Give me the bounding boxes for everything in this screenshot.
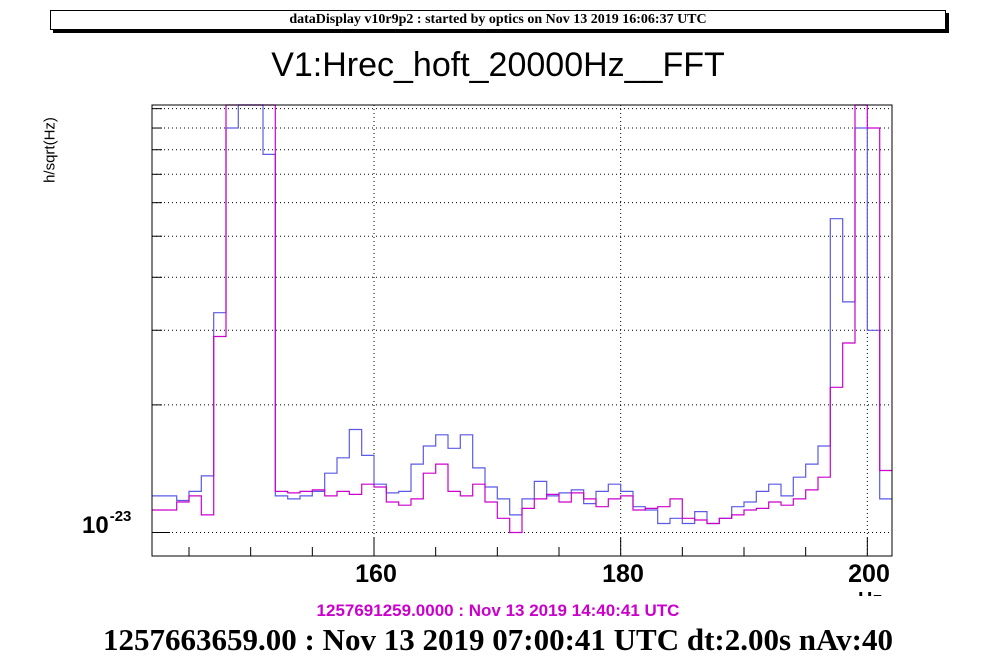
y-tick-label: 10-23 [82,508,131,540]
chart-title: V1:Hrec_hoft_20000Hz__FFT [271,46,725,84]
x-tick-label-180: 180 [602,560,644,588]
y-tick-base: 10 [82,512,109,539]
header-box [50,10,946,30]
axis-ticks [152,108,868,556]
y-tick-exponent: -23 [109,508,132,525]
plot-frame [151,104,893,557]
series-line-2 [152,104,892,534]
grid-lines [152,105,892,556]
x-tick-label-200: 200 [848,560,890,588]
footer-info: 1257663659.00 : Nov 13 2019 07:00:41 UTC… [103,622,893,657]
reference-time: 1257691259.0000 : Nov 13 2019 14:40:41 U… [316,601,680,620]
series-lines [152,104,892,534]
series-line-1 [152,104,892,525]
x-axis-label: Hz [858,588,892,596]
x-tick-label-160: 160 [355,560,397,588]
header-text: dataDisplay v10r9p2 : started by optics … [289,12,707,27]
